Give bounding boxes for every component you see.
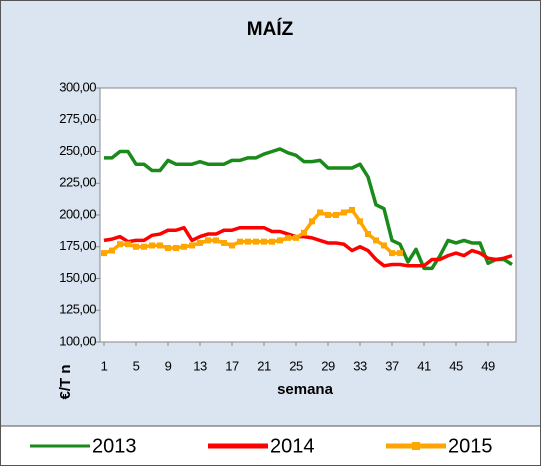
point-marker [245,238,251,245]
y-tick-label: 125,00 [59,302,96,317]
point-marker [277,237,283,244]
x-tick-label: 13 [193,358,207,373]
point-marker [181,243,187,250]
point-marker [373,237,379,244]
chart-title: MAÍZ [247,18,294,40]
legend-label: 2013 [92,435,137,457]
plot-area [99,87,517,343]
point-marker [341,209,347,216]
x-axis-label: semana [277,381,334,398]
point-marker [189,242,195,249]
x-tick-label: 49 [481,358,495,373]
series-line [103,225,513,268]
point-marker [349,206,355,213]
point-marker [293,234,299,241]
y-tick-label: 200,00 [59,206,96,221]
y-tick-label: 300,00 [59,79,96,94]
point-marker [141,243,147,250]
x-tick-label: 21 [257,358,271,373]
y-tick-label: 150,00 [59,270,96,285]
y-tick-label: 250,00 [59,143,96,158]
point-marker [229,242,235,249]
x-tick-label: 33 [353,358,367,373]
point-marker [389,250,395,257]
point-marker [285,234,291,241]
point-marker [237,238,243,245]
point-marker [381,242,387,249]
point-marker [101,250,107,257]
series-line [104,147,513,271]
point-marker [117,241,123,248]
point-marker [253,238,259,245]
point-marker [269,238,275,245]
legend-label: 2014 [270,435,315,457]
x-tick-label: 45 [449,358,463,373]
x-tick-label: 29 [321,358,335,373]
x-tick-label: 37 [385,358,399,373]
legend-marker [412,442,420,450]
y-axis-label: €/T n [57,364,74,399]
point-marker [317,209,323,216]
legend-box [0,425,541,466]
point-marker [309,218,315,225]
y-tick-label: 175,00 [59,238,96,253]
y-tick-label: 100,00 [59,333,96,348]
y-tick-label: 225,00 [59,175,96,190]
point-marker [165,245,171,252]
point-marker [109,247,115,254]
point-marker [301,229,307,236]
x-tick-label: 25 [289,358,303,373]
x-tick-label: 1 [101,358,108,373]
point-marker [221,239,227,246]
x-tick-label: 9 [165,358,172,373]
point-marker [333,212,339,218]
x-tick-label: 41 [417,358,431,373]
point-marker [397,250,403,257]
point-marker [173,245,179,252]
point-marker [205,237,211,244]
point-marker [133,243,139,250]
point-marker [149,242,155,249]
point-marker [157,242,163,249]
x-tick-label: 17 [225,358,239,373]
point-marker [125,241,131,248]
point-marker [365,231,371,238]
point-marker [357,218,363,225]
point-marker [261,238,267,245]
y-tick-label: 275,00 [59,111,96,126]
point-marker [213,237,219,244]
point-marker [197,239,203,246]
legend-label: 2015 [448,435,493,457]
x-tick-label: 5 [133,358,140,373]
point-marker [325,212,331,218]
